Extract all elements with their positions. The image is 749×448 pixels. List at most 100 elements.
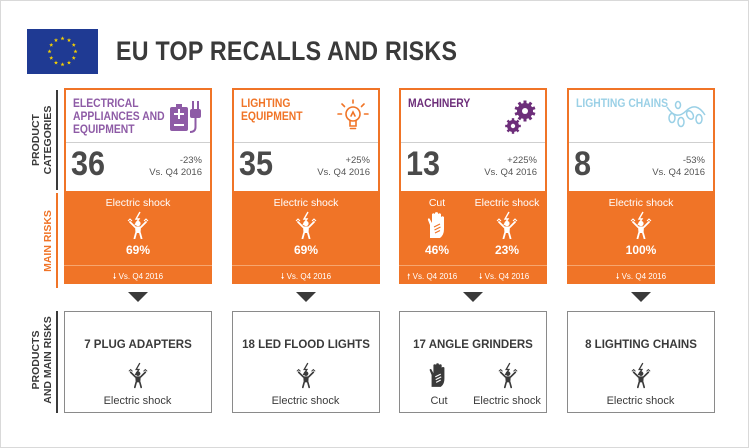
cut-hand-icon bbox=[427, 360, 449, 390]
risk-label: Cut bbox=[428, 197, 446, 209]
product-risk-label: Electric shock bbox=[271, 395, 340, 407]
risk-trend: 🠕 Vs. Q4 2016 bbox=[407, 271, 457, 285]
row-label-products-line1: PRODUCTS bbox=[30, 330, 42, 390]
electric-shock-icon bbox=[630, 360, 652, 390]
risk-percentage: 69% bbox=[293, 243, 319, 257]
category-change: +225% Vs. Q4 2016 bbox=[484, 155, 537, 179]
arrow-up-icon: 🠕 bbox=[407, 272, 411, 281]
risk-panel: Electric shock 69% 🠗 Vs. Q4 2016 bbox=[232, 191, 380, 284]
electric-shock-icon bbox=[294, 211, 318, 240]
product-title: 7 PLUG ADAPTERS bbox=[84, 339, 192, 351]
product-risk-label: Electric shock bbox=[103, 395, 172, 407]
electric-shock-icon bbox=[295, 360, 317, 390]
category-count: 35 bbox=[239, 145, 274, 183]
arrow-down-icon bbox=[296, 292, 316, 302]
arrow-down-icon: 🠗 bbox=[479, 272, 483, 281]
row-label-risks: MAIN RISKS bbox=[42, 210, 54, 272]
product-risk-label: Cut bbox=[430, 395, 448, 407]
risk-percentage: 69% bbox=[125, 243, 151, 257]
arrow-down-icon bbox=[463, 292, 483, 302]
category-change: -53% Vs. Q4 2016 bbox=[652, 155, 705, 179]
risk-trend-versus: Vs. Q4 2016 bbox=[118, 272, 164, 281]
product-title: 17 ANGLE GRINDERS bbox=[413, 339, 533, 351]
risk-percentage: 23% bbox=[494, 243, 520, 257]
product-title: 18 LED FLOOD LIGHTS bbox=[242, 339, 370, 351]
product-risk-label: Electric shock bbox=[606, 395, 675, 407]
arrow-down-icon: 🠗 bbox=[280, 272, 285, 281]
risk-divider bbox=[567, 265, 715, 266]
category-change: -23% Vs. Q4 2016 bbox=[149, 155, 202, 179]
risk-label: Electric shock bbox=[608, 197, 674, 209]
category-column-lighting: LIGHTING EQUIPMENT 35 +25% Vs. Q4 2016 E… bbox=[232, 88, 380, 284]
product-card: 17 ANGLE GRINDERS Cut Electric shock bbox=[399, 311, 547, 413]
product-risk-label: Electric shock bbox=[473, 395, 541, 407]
electric-shock-icon bbox=[126, 211, 150, 240]
risk-trend-versus: Vs. Q4 2016 bbox=[286, 272, 332, 281]
category-card: MACHINERY 13 +225% Vs. Q4 2016 bbox=[399, 88, 547, 191]
category-change-value: +225% bbox=[507, 155, 537, 166]
eu-flag-icon bbox=[27, 29, 98, 74]
category-divider bbox=[66, 142, 210, 143]
category-change-versus: Vs. Q4 2016 bbox=[149, 167, 202, 178]
risk-trend: 🠗 Vs. Q4 2016 bbox=[567, 271, 715, 285]
category-column-electrical: ELECTRICAL APPLIANCES AND EQUIPMENT 36 -… bbox=[64, 88, 212, 284]
risk-trend: 🠗 Vs. Q4 2016 bbox=[479, 271, 529, 285]
row-bar-risks bbox=[56, 193, 58, 288]
category-name: LIGHTING EQUIPMENT bbox=[241, 98, 303, 123]
category-change-versus: Vs. Q4 2016 bbox=[484, 167, 537, 178]
electric-shock-icon bbox=[127, 360, 149, 390]
gears-icon bbox=[505, 100, 536, 134]
risk-divider bbox=[399, 265, 547, 266]
category-name: LIGHTING CHAINS bbox=[576, 98, 669, 110]
risk-percentage: 100% bbox=[625, 243, 657, 257]
lighting-chain-icon bbox=[666, 100, 706, 128]
electric-shock-icon bbox=[497, 360, 519, 390]
row-label-products: PRODUCTS AND MAIN RISKS bbox=[30, 316, 54, 404]
category-count: 13 bbox=[406, 145, 441, 183]
light-bulb-icon bbox=[337, 99, 369, 130]
row-label-categories-line1: PRODUCT bbox=[30, 114, 42, 166]
product-card: 18 LED FLOOD LIGHTS Electric shock bbox=[232, 311, 380, 413]
row-label-categories: PRODUCT CATEGORIES bbox=[30, 106, 54, 175]
arrow-down-icon: 🠗 bbox=[615, 272, 620, 281]
category-change-versus: Vs. Q4 2016 bbox=[317, 167, 370, 178]
risk-trend-versus: Vs. Q4 2016 bbox=[412, 272, 458, 281]
risk-trend: 🠗 Vs. Q4 2016 bbox=[64, 271, 212, 285]
arrow-down-icon bbox=[631, 292, 651, 302]
product-title: 8 LIGHTING CHAINS bbox=[585, 339, 697, 351]
risk-panel: Electric shock 69% 🠗 Vs. Q4 2016 bbox=[64, 191, 212, 284]
cut-hand-icon bbox=[425, 211, 449, 239]
risk-divider bbox=[232, 265, 380, 266]
category-name: ELECTRICAL APPLIANCES AND EQUIPMENT bbox=[73, 98, 165, 136]
category-name: MACHINERY bbox=[408, 98, 471, 110]
category-card: LIGHTING EQUIPMENT 35 +25% Vs. Q4 2016 bbox=[232, 88, 380, 191]
page-title: EU TOP RECALLS AND RISKS bbox=[116, 36, 458, 66]
risk-divider bbox=[64, 265, 212, 266]
row-label-categories-line2: CATEGORIES bbox=[42, 105, 54, 175]
row-bar-products bbox=[56, 311, 58, 413]
category-divider bbox=[234, 142, 378, 143]
arrow-down-icon: 🠗 bbox=[112, 272, 117, 281]
category-divider bbox=[401, 142, 545, 143]
arrow-down-icon bbox=[128, 292, 148, 302]
category-change-value: +25% bbox=[345, 155, 370, 166]
product-card: 8 LIGHTING CHAINS Electric shock bbox=[567, 311, 715, 413]
risk-trend-versus: Vs. Q4 2016 bbox=[484, 272, 530, 281]
risk-trend-versus: Vs. Q4 2016 bbox=[621, 272, 667, 281]
product-card: 7 PLUG ADAPTERS Electric shock bbox=[64, 311, 212, 413]
category-change-versus: Vs. Q4 2016 bbox=[652, 167, 705, 178]
row-label-products-line2: AND MAIN RISKS bbox=[42, 316, 54, 404]
risk-panel: Electric shock 100% 🠗 Vs. Q4 2016 bbox=[567, 191, 715, 284]
eu-flag-stars bbox=[27, 29, 98, 74]
category-change: +25% Vs. Q4 2016 bbox=[317, 155, 370, 179]
electric-shock-icon bbox=[629, 211, 653, 240]
risk-percentage: 46% bbox=[424, 243, 450, 257]
category-divider bbox=[569, 142, 713, 143]
category-count: 8 bbox=[574, 145, 592, 183]
category-card: LIGHTING CHAINS 8 -53% Vs. Q4 2016 bbox=[567, 88, 715, 191]
category-count: 36 bbox=[71, 145, 106, 183]
category-card: ELECTRICAL APPLIANCES AND EQUIPMENT 36 -… bbox=[64, 88, 212, 191]
battery-plug-icon bbox=[170, 101, 201, 133]
category-change-value: -53% bbox=[682, 155, 705, 166]
risk-label: Electric shock bbox=[273, 197, 339, 209]
